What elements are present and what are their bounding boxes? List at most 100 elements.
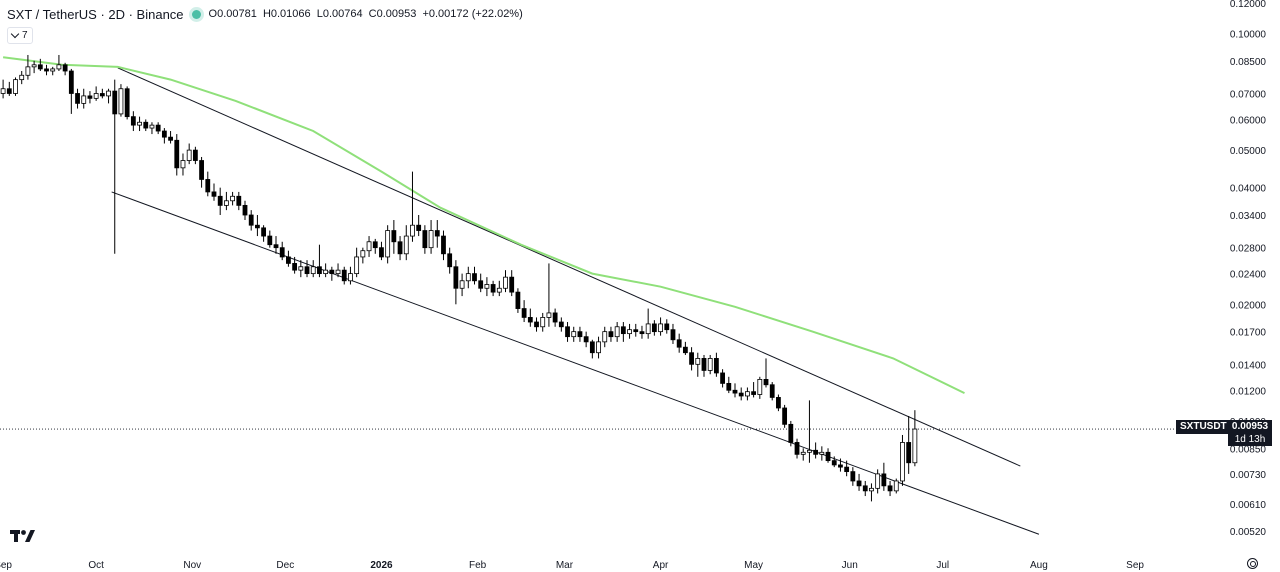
candle [614, 322, 620, 342]
ohlc-values: O0.00781 H0.01066 L0.00764 C0.00953 +0.0… [209, 8, 526, 20]
candle-body [695, 358, 701, 365]
candle-body [112, 90, 118, 115]
price-tick-label: 0.02000 [1230, 300, 1267, 311]
candle [180, 153, 186, 176]
candle [62, 62, 68, 76]
candle-body [192, 149, 198, 161]
indicator-count: 7 [22, 30, 28, 41]
candle [695, 352, 701, 377]
last-price-tag: 0.00953 1d 13h [1228, 420, 1272, 446]
candle-body [261, 227, 267, 237]
candle-body [689, 352, 694, 365]
candle-body [887, 485, 893, 492]
candle-body [490, 284, 496, 293]
candle-body [912, 428, 918, 464]
last-price-value: 0.00953 [1231, 421, 1269, 432]
candle-body [869, 487, 874, 492]
candle-body [149, 124, 155, 129]
candle [738, 387, 744, 401]
candle-body [137, 121, 142, 126]
candle-body [707, 358, 713, 371]
gear-icon[interactable] [1247, 558, 1258, 569]
candle [682, 341, 688, 355]
candle [509, 270, 515, 297]
candle [900, 434, 905, 486]
candle-body [496, 287, 502, 293]
candle-body [757, 379, 763, 395]
candle-body [44, 68, 49, 72]
candle [658, 317, 663, 336]
candle-body [25, 66, 31, 76]
candle [106, 88, 111, 104]
candle-body [99, 93, 105, 97]
time-tick-label: Mar [556, 560, 574, 571]
candle-body [776, 397, 781, 409]
candle-body [403, 235, 409, 255]
candle [75, 88, 80, 109]
symbol-badge: SXTUSDT [1176, 420, 1231, 434]
candle-body [813, 449, 819, 455]
candle [19, 71, 25, 85]
ma-line [2, 56, 965, 394]
candle [112, 79, 118, 254]
candle [304, 260, 310, 278]
candle [906, 415, 912, 474]
candle [341, 266, 347, 285]
candle-body [571, 331, 577, 338]
symbol-title[interactable]: SXT / TetherUS · 2D · Binance [7, 6, 184, 22]
candle [602, 326, 608, 348]
high-value: H0.01066 [262, 8, 311, 20]
candle-body [329, 269, 335, 275]
time-axis[interactable]: Sep Oct Nov Dec 2026 Feb Mar Apr May Jun Jul Aug Sep [0, 560, 1144, 571]
candle-body [645, 323, 651, 335]
candle-body [286, 256, 291, 264]
price-tick-label: 0.06000 [1230, 115, 1267, 126]
candle-body [168, 136, 173, 141]
chart-header: SXT / TetherUS · 2D · Binance O0.00781 H… [7, 5, 526, 23]
candle-body [0, 88, 6, 94]
candle [397, 236, 403, 261]
candle [25, 54, 31, 80]
tradingview-logo-icon[interactable] [10, 529, 36, 543]
candle [807, 400, 812, 463]
candle-body [366, 241, 372, 252]
time-tick-label: Sep [0, 560, 12, 571]
candle-body [856, 480, 862, 487]
price-tick-label: 0.03400 [1230, 211, 1267, 222]
price-tick-label: 0.00520 [1230, 527, 1267, 538]
candle [844, 460, 850, 477]
candle [825, 448, 831, 463]
indicators-toggle-button[interactable]: 7 [7, 27, 33, 44]
candle [788, 420, 794, 447]
candle [707, 354, 713, 375]
candle-body [441, 235, 446, 255]
candle-body [838, 464, 843, 468]
candle [441, 230, 446, 261]
candle-body [782, 407, 788, 425]
candle [732, 383, 738, 398]
candle [168, 131, 173, 144]
candle-body [769, 384, 775, 398]
bar-countdown: 1d 13h [1234, 434, 1266, 445]
candle [236, 191, 242, 211]
candle-body [558, 321, 564, 328]
candles [0, 54, 918, 502]
candle [478, 273, 484, 293]
price-axis[interactable]: 0.12000 0.10000 0.08500 0.07000 0.06000 0.050… [1230, 0, 1267, 538]
candle [335, 263, 341, 278]
candle-body [434, 230, 440, 237]
candle-body [552, 312, 558, 323]
candle [422, 225, 428, 254]
candle-body [459, 280, 465, 289]
candle-body [906, 442, 912, 464]
candle [527, 308, 533, 327]
candle [354, 247, 360, 278]
candle-body [391, 230, 397, 243]
candle [37, 58, 43, 72]
candle [596, 336, 601, 359]
candle [819, 446, 825, 461]
candle [143, 119, 149, 132]
candle-body [807, 449, 812, 453]
candle-body [143, 121, 149, 129]
